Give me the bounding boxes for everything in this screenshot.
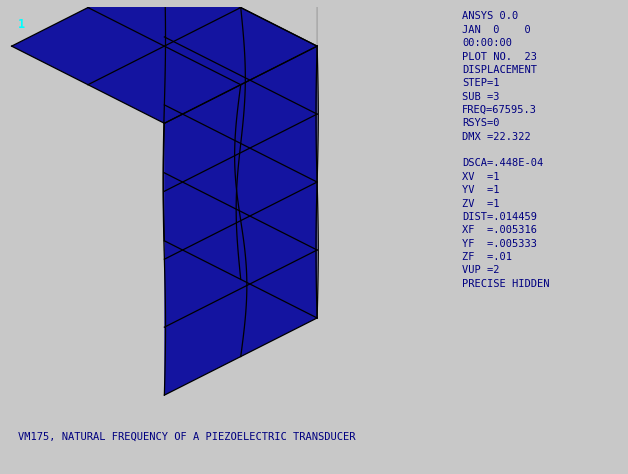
Polygon shape [11,0,317,123]
Polygon shape [165,46,317,395]
Text: ANSYS 0.0
JAN  0    0
00:00:00
PLOT NO.  23
DISPLACEMENT
STEP=1
SUB =3
FREQ=6759: ANSYS 0.0 JAN 0 0 00:00:00 PLOT NO. 23 D… [462,11,550,289]
Text: VM175, NATURAL FREQUENCY OF A PIEZOELECTRIC TRANSDUCER: VM175, NATURAL FREQUENCY OF A PIEZOELECT… [18,432,355,442]
Text: 1: 1 [18,18,25,31]
Polygon shape [165,0,317,318]
